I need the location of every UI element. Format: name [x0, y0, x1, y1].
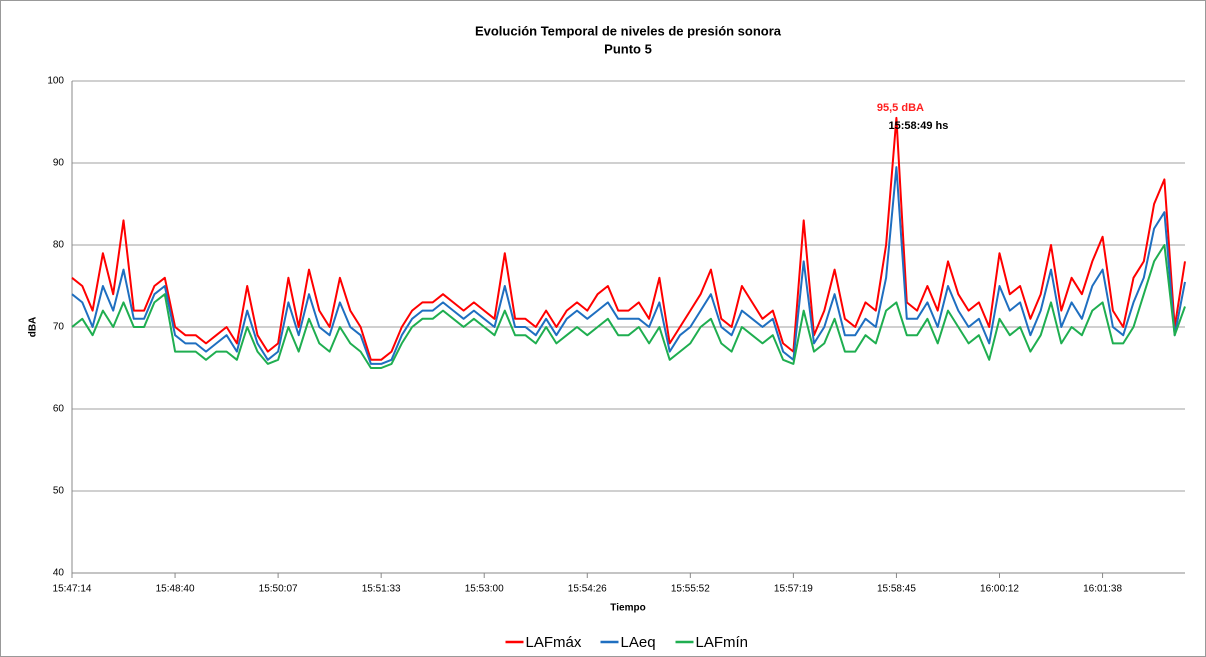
y-axis-label: dBA [28, 317, 39, 338]
x-tick-label: 15:48:40 [156, 584, 195, 595]
x-tick-label: 15:54:26 [568, 584, 607, 595]
x-tick-label: 15:53:00 [465, 584, 504, 595]
x-tick-label: 16:00:12 [980, 584, 1019, 595]
x-tick-label: 15:47:14 [53, 584, 92, 595]
legend-label: LAFmáx [526, 634, 582, 651]
legend-label: LAFmín [696, 634, 749, 651]
x-tick-label: 15:55:52 [671, 584, 710, 595]
chart-subtitle: Punto 5 [604, 41, 652, 56]
x-tick-label: 16:01:38 [1083, 584, 1122, 595]
x-tick-label: 15:57:19 [774, 584, 813, 595]
y-tick-label: 100 [47, 76, 64, 87]
x-tick-label: 15:51:33 [362, 584, 401, 595]
y-tick-label: 90 [53, 158, 65, 169]
x-axis-label: Tiempo [610, 603, 645, 614]
x-tick-label: 15:58:45 [877, 584, 916, 595]
line-series [71, 244, 1186, 369]
y-tick-label: 80 [53, 240, 65, 251]
line-series [71, 116, 1186, 361]
line-series [71, 166, 1186, 365]
y-tick-label: 50 [53, 486, 65, 497]
annotation: 95,5 dBA [877, 102, 924, 114]
y-tick-label: 40 [53, 568, 65, 579]
annotation: 15:58:49 hs [888, 120, 948, 132]
x-tick-label: 15:50:07 [259, 584, 298, 595]
legend-label: LAeq [621, 634, 656, 651]
chart-title: Evolución Temporal de niveles de presión… [475, 23, 782, 38]
y-tick-label: 70 [53, 322, 65, 333]
y-tick-label: 60 [53, 404, 65, 415]
